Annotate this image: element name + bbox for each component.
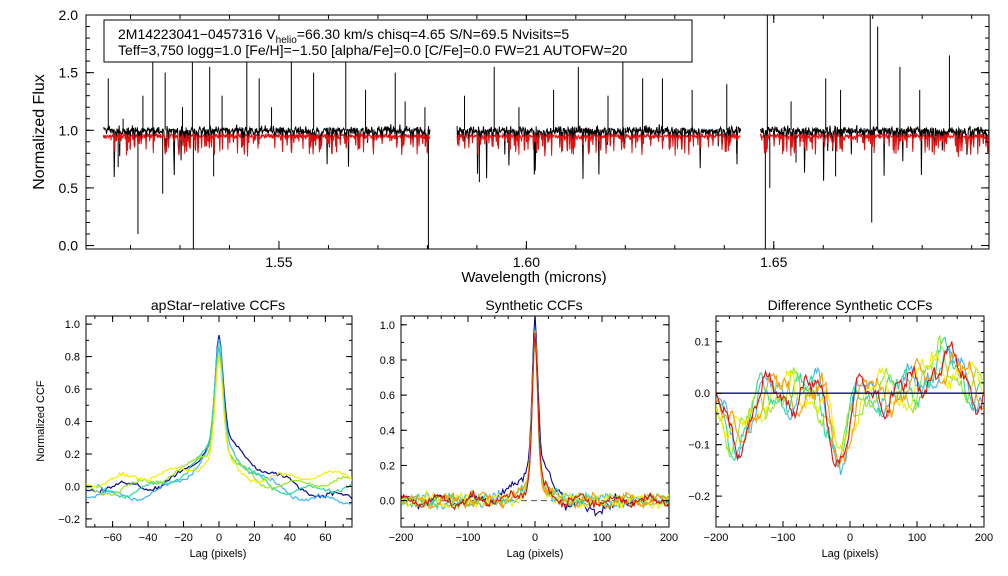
apstar-ccf-series-5: [86, 355, 352, 489]
spectrum-ylabel: Normalized Flux: [31, 74, 48, 190]
x-tick-label: 100: [908, 532, 926, 544]
apstar-ccf-series-1: [86, 335, 352, 500]
y-tick-label: 0.2: [380, 460, 395, 472]
x-tick-label: −20: [174, 532, 193, 544]
y-tick-label: 0.0: [380, 496, 395, 508]
apstar-ccf-ylabel: Normalized CCF: [35, 380, 47, 462]
difference-ccf-xlabel: Lag (pixels): [822, 548, 879, 560]
x-tick-label: 1.55: [265, 254, 292, 270]
x-tick-label: 40: [284, 532, 296, 544]
apstar-ccf-series-4: [86, 355, 352, 497]
x-tick-label: −200: [389, 532, 414, 544]
apstar-ccf-series-3: [86, 346, 352, 500]
x-tick-label: 1.60: [513, 254, 540, 270]
x-tick-label: 0: [532, 532, 538, 544]
synthetic-ccf-data: [401, 316, 669, 517]
spectrum-info-box: [103, 19, 693, 63]
x-tick-label: 0: [847, 532, 853, 544]
y-tick-label: 0.6: [65, 384, 80, 396]
model-chip-2: [456, 131, 741, 157]
y-tick-label: 0.4: [380, 425, 395, 437]
x-tick-label: 100: [593, 532, 611, 544]
difference-ccf-data: [716, 334, 984, 476]
apstar-ccf-series-2: [86, 338, 352, 505]
spectrum-panel: 1.55 1.60 1.65 0.0 0.5 1.0 1.5 2.0 2M14223041−0…: [31, 7, 990, 286]
x-tick-label: −100: [456, 532, 481, 544]
y-tick-label: 1.0: [380, 320, 395, 332]
difference-ccf-panel: Difference Synthetic CCFs −200 −100 0 100 20…: [688, 297, 993, 560]
synthetic-ccf-series-7: [401, 332, 669, 511]
synthetic-ccf-xlabel: Lag (pixels): [507, 548, 564, 560]
x-tick-label: 200: [660, 532, 678, 544]
difference-ccf-series-6: [716, 341, 984, 468]
y-tick-label: 0.1: [695, 337, 710, 349]
y-tick-label: −0.1: [688, 440, 710, 452]
y-tick-label: 0.6: [380, 390, 395, 402]
apstar-ccf-axes: −60 −40 −20 0 20 40 60 −0.2 0.0 0.2 0.4 0.6 0.8 1.0: [58, 316, 352, 544]
observed-spectrum: [102, 15, 989, 249]
y-tick-label: 1.0: [59, 122, 79, 138]
difference-ccf-series-5: [716, 351, 984, 469]
apstar-ccf-data: [86, 335, 352, 505]
x-tick-label: −40: [139, 532, 158, 544]
model-chip-1: [102, 131, 431, 157]
x-tick-label: −200: [704, 532, 729, 544]
y-tick-label: −0.2: [58, 514, 80, 526]
y-tick-label: 0.8: [380, 355, 395, 367]
difference-ccf-series-2: [716, 336, 984, 466]
y-tick-label: 1.5: [59, 65, 79, 81]
y-tick-label: −0.2: [688, 491, 710, 503]
y-tick-label: 1.0: [65, 319, 80, 331]
apstar-ccf-xlabel: Lag (pixels): [190, 548, 247, 560]
x-tick-label: −100: [771, 532, 796, 544]
model-chip-3: [759, 131, 989, 158]
x-tick-label: 60: [319, 532, 331, 544]
spectrum-axes: 1.55 1.60 1.65 0.0 0.5 1.0 1.5 2.0: [59, 7, 989, 270]
spectrum-data: [102, 15, 989, 249]
apstar-ccf-panel: apStar−relative CCFs −60 −40 −20 0 20 40 60 −0.…: [35, 297, 353, 560]
synthetic-ccf-title: Synthetic CCFs: [485, 297, 582, 313]
observed-chip-1: [102, 124, 431, 178]
star-info-line1: 2M14223041−0457316 Vhelio=66.30 km/s chi…: [118, 26, 569, 46]
x-tick-label: 1.65: [760, 254, 787, 270]
y-tick-label: 0.8: [65, 352, 80, 364]
apstar-ccf-title: apStar−relative CCFs: [151, 297, 285, 313]
x-tick-label: 20: [248, 532, 260, 544]
y-tick-label: 2.0: [59, 7, 79, 23]
difference-ccf-axes: −200 −100 0 100 200 −0.2 −0.1 0.0 0.1: [688, 316, 993, 544]
synthetic-ccf-axes: −200 −100 0 100 200 0.0 0.2 0.4 0.6 0.8 1.0: [380, 316, 678, 544]
observed-chip-3: [759, 125, 989, 181]
y-tick-label: 0.0: [59, 238, 79, 254]
spectrum-xlabel: Wavelength (microns): [461, 269, 606, 286]
x-tick-label: 0: [216, 532, 222, 544]
y-tick-label: 0.0: [65, 481, 80, 493]
star-info-line2: Teff=3,750 logg=1.0 [Fe/H]=−1.50 [alpha/…: [118, 42, 627, 58]
y-tick-label: 0.2: [65, 449, 80, 461]
y-tick-label: 0.4: [65, 416, 80, 428]
model-spectrum: [102, 131, 989, 158]
y-tick-label: 0.5: [59, 180, 79, 196]
x-tick-label: 200: [975, 532, 993, 544]
y-tick-label: 0.0: [695, 388, 710, 400]
synthetic-ccf-panel: Synthetic CCFs −200 −100 0 100 200 0.0 0.2 0.4 0…: [380, 297, 678, 560]
difference-ccf-title: Difference Synthetic CCFs: [768, 297, 933, 313]
x-tick-label: −60: [103, 532, 122, 544]
